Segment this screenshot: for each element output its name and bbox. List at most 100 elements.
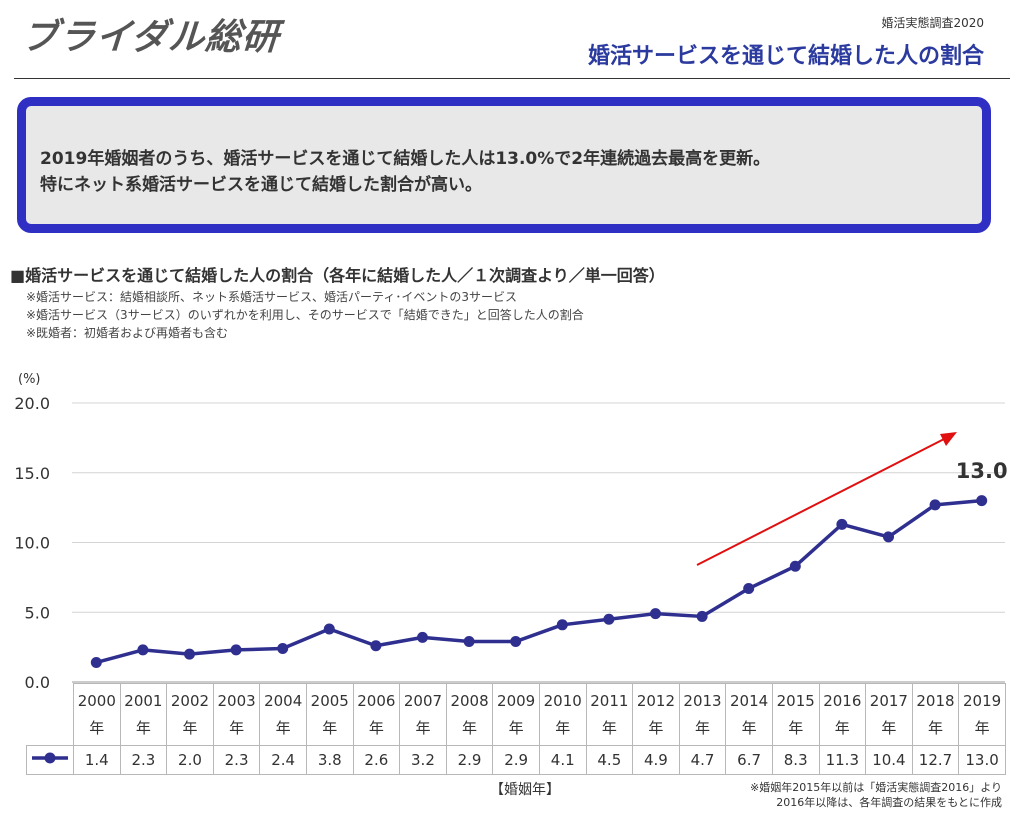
value-cell: 3.8: [306, 746, 353, 775]
year-cell: 2018 年: [912, 684, 959, 746]
year-suffix: 年: [260, 715, 306, 742]
data-point: [184, 649, 195, 660]
year-cell: 2016 年: [819, 684, 866, 746]
value-cell: 2.6: [353, 746, 400, 775]
value-cell: 10.4: [866, 746, 913, 775]
table-corner: [27, 684, 74, 746]
year-suffix: 年: [447, 715, 493, 742]
data-point: [883, 531, 894, 542]
data-point: [91, 657, 102, 668]
year-cell: 2006 年: [353, 684, 400, 746]
data-point: [324, 623, 335, 634]
summary-line-2: 特にネット系婚活サービスを通じて結婚した割合が高い。: [40, 172, 770, 198]
value-cell: 2.3: [213, 746, 260, 775]
data-point: [231, 644, 242, 655]
y-axis-label: (%): [18, 372, 41, 387]
year-label: 2014: [726, 688, 772, 715]
data-point: [697, 611, 708, 622]
year-cell: 2017 年: [866, 684, 913, 746]
note-2: ※婚活サービス（3サービス）のいずれかを利用し、そのサービスで「結婚できた」と回…: [26, 306, 584, 324]
y-tick-label: 20.0: [14, 394, 50, 413]
year-cell: 2007 年: [400, 684, 447, 746]
survey-tag: 婚活実態調査2020: [881, 14, 984, 31]
year-cell: 2019 年: [959, 684, 1006, 746]
year-label: 2019: [959, 688, 1005, 715]
data-point: [557, 619, 568, 630]
data-point: [930, 499, 941, 510]
section-title: ■婚活サービスを通じて結婚した人の割合（各年に結婚した人／１次調査より／単一回答…: [10, 262, 665, 286]
year-cell: 2012 年: [633, 684, 680, 746]
year-label: 2008: [447, 688, 493, 715]
header-divider: [14, 78, 1010, 79]
year-cell: 2010 年: [539, 684, 586, 746]
year-label: 2005: [307, 688, 353, 715]
year-suffix: 年: [214, 715, 260, 742]
y-tick-label: 5.0: [25, 603, 50, 622]
value-cell: 12.7: [912, 746, 959, 775]
value-cell: 13.0: [959, 746, 1006, 775]
y-tick-label: 10.0: [14, 534, 50, 553]
notes: ※婚活サービス：結婚相談所、ネット系婚活サービス、婚活パーティ･イベントの3サー…: [26, 288, 584, 342]
data-point: [417, 632, 428, 643]
note-3: ※既婚者：初婚者および再婚者も含む: [26, 324, 584, 342]
data-point: [277, 643, 288, 654]
value-cell: 4.1: [539, 746, 586, 775]
y-tick-label: 15.0: [14, 464, 50, 483]
year-cell: 2002 年: [167, 684, 214, 746]
series-line: [96, 501, 981, 663]
year-label: 2011: [587, 688, 633, 715]
year-label: 2002: [167, 688, 213, 715]
year-suffix: 年: [540, 715, 586, 742]
data-point: [836, 519, 847, 530]
summary-text: 2019年婚姻者のうち、婚活サービスを通じて結婚した人は13.0%で2年連続過去…: [40, 146, 770, 198]
value-row: 1.4 2.3 2.0 2.3 2.4 3.8 2.6 3.2 2.9 2.9 4.1 4.5 4.9 4…: [27, 746, 1006, 775]
trend-arrow: [697, 437, 948, 565]
year-cell: 2004 年: [260, 684, 307, 746]
year-label: 2016: [820, 688, 866, 715]
brand-logo: ブライダル総研: [20, 8, 281, 60]
year-label: 2001: [121, 688, 167, 715]
year-label: 2004: [260, 688, 306, 715]
year-suffix: 年: [493, 715, 539, 742]
year-label: 2003: [214, 688, 260, 715]
data-point: [370, 640, 381, 651]
year-suffix: 年: [820, 715, 866, 742]
year-suffix: 年: [633, 715, 679, 742]
year-label: 2018: [913, 688, 959, 715]
year-label: 2015: [773, 688, 819, 715]
year-suffix: 年: [959, 715, 1005, 742]
legend-marker-cell: [27, 746, 74, 775]
year-label: 2009: [493, 688, 539, 715]
value-cell: 8.3: [772, 746, 819, 775]
year-cell: 2013 年: [679, 684, 726, 746]
year-label: 2017: [866, 688, 912, 715]
value-cell: 2.0: [167, 746, 214, 775]
data-point: [976, 495, 987, 506]
highlight-value-label: 13.0: [956, 459, 1008, 483]
data-point: [650, 608, 661, 619]
year-cell: 2005 年: [306, 684, 353, 746]
summary-line-1: 2019年婚姻者のうち、婚活サービスを通じて結婚した人は13.0%で2年連続過去…: [40, 146, 770, 172]
year-label: 2000: [74, 688, 120, 715]
value-cell: 11.3: [819, 746, 866, 775]
year-suffix: 年: [913, 715, 959, 742]
page-title: 婚活サービスを通じて結婚した人の割合: [588, 38, 984, 70]
value-cell: 6.7: [726, 746, 773, 775]
note-1: ※婚活サービス：結婚相談所、ネット系婚活サービス、婚活パーティ･イベントの3サー…: [26, 288, 584, 306]
year-suffix: 年: [307, 715, 353, 742]
year-suffix: 年: [74, 715, 120, 742]
value-cell: 4.5: [586, 746, 633, 775]
year-cell: 2008 年: [446, 684, 493, 746]
year-row: 2000 年 2001 年 2002 年 2003 年 2004 年 2005 年 2006 年 2007 年…: [27, 684, 1006, 746]
value-cell: 2.9: [493, 746, 540, 775]
year-suffix: 年: [680, 715, 726, 742]
year-suffix: 年: [354, 715, 400, 742]
year-cell: 2015 年: [772, 684, 819, 746]
value-cell: 2.9: [446, 746, 493, 775]
data-point: [790, 561, 801, 572]
data-table: 2000 年 2001 年 2002 年 2003 年 2004 年 2005 年 2006 年 2007 年…: [26, 683, 1006, 775]
year-suffix: 年: [773, 715, 819, 742]
year-suffix: 年: [587, 715, 633, 742]
x-axis-label: 【婚姻年】: [490, 779, 560, 799]
year-cell: 2000 年: [74, 684, 121, 746]
